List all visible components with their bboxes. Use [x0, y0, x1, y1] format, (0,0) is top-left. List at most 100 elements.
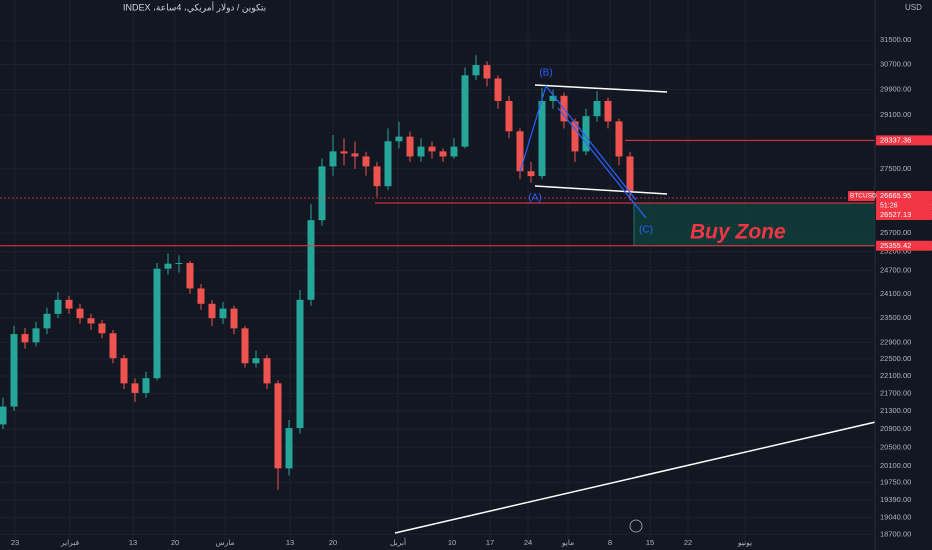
candle-body	[351, 153, 359, 157]
symbol-tag-bg	[848, 191, 875, 202]
wave-label: (C)	[639, 225, 653, 236]
candle-body	[285, 428, 293, 469]
candle-body	[527, 171, 535, 177]
candle-body	[593, 100, 601, 117]
y-tick-label: 20900.00	[880, 424, 911, 433]
candle-body	[109, 333, 117, 359]
x-tick-label: 23	[11, 538, 19, 547]
x-tick-label: يونيو	[737, 538, 752, 547]
candle-body	[318, 166, 326, 221]
y-tick-label: 20500.00	[880, 442, 911, 451]
y-tick-label: 19390.00	[880, 495, 911, 504]
replay-icon[interactable]	[629, 519, 643, 533]
trend-line	[394, 408, 932, 534]
candle-body	[340, 151, 348, 154]
y-tick-label: 19040.00	[880, 512, 911, 521]
candle-body	[241, 328, 249, 364]
y-tick-label: 27500.00	[880, 164, 911, 173]
candle-body	[175, 262, 183, 264]
price-tag-label: 26665.95	[880, 191, 911, 200]
candle-body	[153, 268, 161, 379]
candle-body	[76, 308, 84, 319]
countdown: 51:26	[880, 202, 898, 209]
candle-body	[120, 358, 128, 384]
candle-body	[263, 358, 271, 384]
price-tag-label: 28337.36	[880, 135, 911, 144]
price-tag	[876, 240, 932, 251]
x-tick-label: 15	[646, 538, 654, 547]
candle-body	[43, 313, 51, 329]
candle-body	[516, 131, 524, 172]
candle-body	[274, 383, 282, 469]
y-tick-label: 29100.00	[880, 110, 911, 119]
y-tick-label: 25700.00	[880, 228, 911, 237]
candle-body	[131, 383, 139, 393]
y-tick-label: 18700.00	[880, 529, 911, 538]
x-tick-label: 22	[684, 538, 692, 547]
candle-body	[615, 121, 623, 157]
candle-body	[164, 263, 172, 269]
axis: 31500.00 30700.00 29900.00 29100.00 27500.00…	[11, 35, 932, 547]
candle-body	[483, 65, 491, 79]
candle-body	[549, 95, 557, 101]
trend-line	[534, 185, 668, 195]
candle-body	[54, 299, 62, 314]
candle-body	[450, 146, 458, 157]
candle-body	[428, 146, 436, 152]
candle-body	[472, 65, 480, 76]
candle-body	[87, 318, 95, 324]
y-tick-label: 24100.00	[880, 289, 911, 298]
candle-body	[252, 358, 260, 364]
y-tick-label: 31500.00	[880, 35, 911, 44]
candle-body	[538, 100, 546, 177]
levels	[0, 139, 875, 247]
y-tick-label: 22900.00	[880, 337, 911, 346]
candle-body	[197, 288, 205, 304]
x-tick-label: 24	[524, 538, 532, 547]
candle-body	[439, 151, 447, 157]
candle-body	[604, 100, 612, 122]
candle-body	[626, 156, 634, 192]
y-tick-label: 22500.00	[880, 354, 911, 363]
x-tick-label: فبراير	[60, 538, 80, 547]
candle-body	[219, 308, 227, 319]
countdown-tag	[876, 201, 932, 211]
candle-body	[362, 156, 370, 167]
price-tag-label: 25355.42	[880, 241, 911, 250]
candle-body	[582, 116, 590, 152]
candle-body	[142, 378, 150, 393]
y-tick-label: 20100.00	[880, 461, 911, 470]
candle-body	[186, 262, 194, 289]
candle-body	[296, 299, 304, 429]
candle-body	[406, 136, 414, 157]
wave-label: (B)	[539, 68, 552, 79]
candles	[0, 55, 634, 490]
y-tick-label: 22100.00	[880, 371, 911, 380]
x-tick-label: 20	[329, 538, 337, 547]
buy-zone-label: Buy Zone	[690, 221, 786, 244]
wave-line	[557, 107, 647, 219]
x-tick-label: مايو	[561, 538, 574, 547]
candle-body	[65, 299, 73, 309]
grid	[0, 0, 875, 540]
candle-body	[21, 334, 29, 343]
candle-body	[373, 166, 381, 187]
x-tick-label: 8	[608, 538, 612, 547]
candle-body	[32, 328, 40, 343]
price-tag-label: 26527.13	[880, 210, 911, 219]
y-tick-label: 24700.00	[880, 266, 911, 275]
candle-body	[0, 406, 7, 425]
wave-line	[519, 84, 637, 201]
price-axis	[875, 0, 932, 550]
x-tick-label: 13	[286, 538, 294, 547]
x-tick-label: 13	[129, 538, 137, 547]
symbol-tag-label: BTCUSD	[850, 193, 877, 200]
price-tag	[876, 191, 932, 202]
trend-line	[534, 84, 668, 93]
candle-body	[571, 121, 579, 152]
y-tick-label: 25200.00	[880, 247, 911, 256]
y-tick-label: 30700.00	[880, 59, 911, 68]
x-tick-label: 17	[486, 538, 494, 547]
x-tick-label: 20	[171, 538, 179, 547]
